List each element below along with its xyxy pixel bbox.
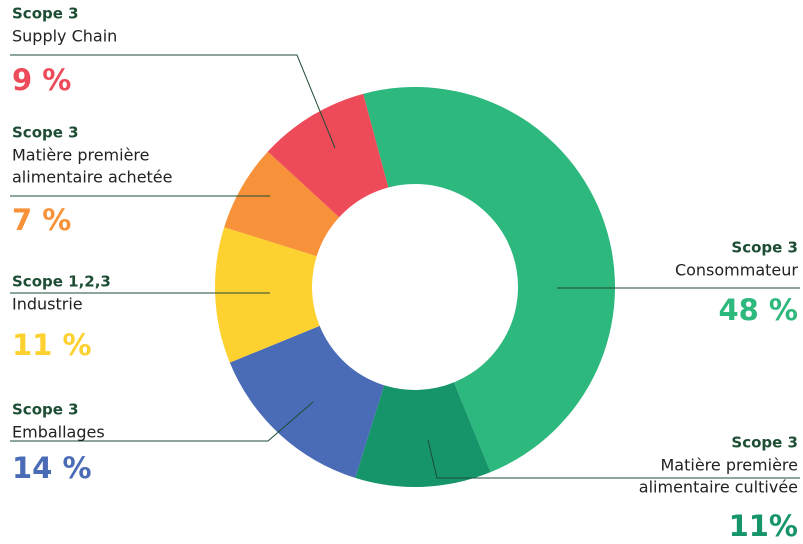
scope-label: Scope 3 bbox=[731, 434, 798, 452]
donut-segment bbox=[363, 87, 615, 473]
scope-label: Scope 3 bbox=[731, 239, 798, 257]
category-label: Industrie bbox=[12, 295, 83, 314]
category-label: alimentaire cultivée bbox=[639, 478, 798, 497]
value-label: 11% bbox=[729, 509, 798, 543]
donut-segment bbox=[355, 382, 491, 487]
leader-line bbox=[427, 439, 800, 479]
category-label: Emballages bbox=[12, 423, 105, 442]
category-label: Supply Chain bbox=[12, 27, 117, 46]
category-label: Matière première bbox=[12, 146, 150, 165]
value-label: 7 % bbox=[12, 203, 71, 237]
scope-label: Scope 3 bbox=[12, 401, 79, 419]
leader-line bbox=[10, 401, 314, 442]
value-label: 14 % bbox=[12, 451, 92, 485]
leader-line bbox=[10, 54, 336, 149]
category-label: alimentaire achetée bbox=[12, 168, 173, 187]
scope-label: Scope 3 bbox=[12, 124, 79, 142]
donut-segment bbox=[267, 93, 389, 218]
scope-label: Scope 3 bbox=[12, 5, 79, 23]
donut-segment bbox=[214, 227, 320, 363]
value-label: 9 % bbox=[12, 63, 71, 97]
scope-label: Scope 1,2,3 bbox=[12, 273, 111, 291]
value-label: 48 % bbox=[718, 293, 798, 327]
category-label: Consommateur bbox=[675, 261, 798, 280]
donut-segment bbox=[224, 151, 340, 257]
value-label: 11 % bbox=[12, 328, 92, 362]
donut-segment bbox=[229, 325, 385, 478]
category-label: Matière première bbox=[661, 456, 799, 475]
